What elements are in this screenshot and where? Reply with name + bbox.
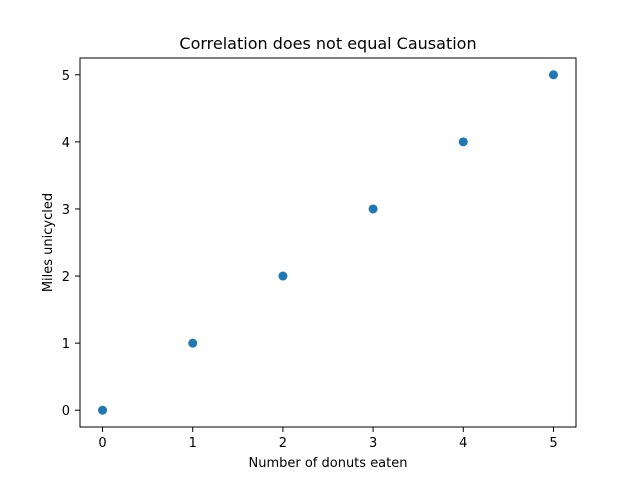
y-axis-label: Miles unicycled [41, 193, 56, 292]
data-point [98, 405, 108, 415]
x-tick-label: 1 [189, 436, 197, 451]
data-point [458, 137, 468, 147]
y-tick-label: 0 [62, 404, 70, 419]
y-tick-label: 4 [62, 136, 70, 151]
y-tick-label: 2 [62, 270, 70, 285]
chart-title: Correlation does not equal Causation [179, 34, 476, 53]
y-tick-label: 5 [62, 69, 70, 84]
x-tick-label: 2 [279, 436, 287, 451]
x-tick-label: 5 [549, 436, 557, 451]
x-axis-ticks: 0 1 2 3 4 5 [98, 427, 558, 451]
y-tick-label: 3 [62, 203, 70, 218]
x-tick-label: 0 [98, 436, 106, 451]
data-points [98, 70, 558, 415]
data-point [188, 338, 198, 348]
x-tick-label: 4 [459, 436, 467, 451]
y-axis-ticks: 0 1 2 3 4 5 [62, 69, 80, 419]
y-tick-label: 1 [62, 337, 70, 352]
plot-frame [79, 57, 577, 428]
data-point [548, 70, 558, 80]
data-point [368, 204, 378, 214]
x-axis-label: Number of donuts eaten [248, 456, 407, 471]
data-point [278, 271, 288, 281]
x-tick-label: 3 [369, 436, 377, 451]
